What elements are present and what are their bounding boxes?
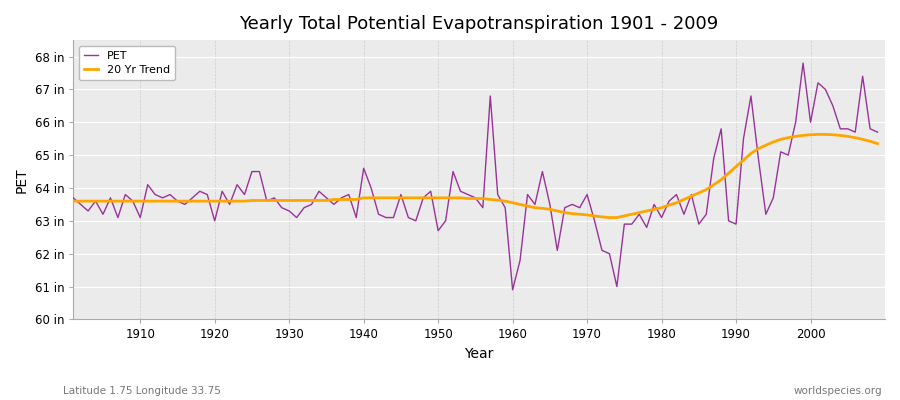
PET xyxy=(797,61,808,66)
20 Yr Trend xyxy=(813,132,824,137)
20 Yr Trend xyxy=(68,199,78,204)
PET xyxy=(292,215,302,220)
PET xyxy=(872,130,883,134)
PET xyxy=(500,205,510,210)
20 Yr Trend xyxy=(604,215,615,220)
Legend: PET, 20 Yr Trend: PET, 20 Yr Trend xyxy=(79,46,176,80)
PET xyxy=(508,288,518,292)
Text: Latitude 1.75 Longitude 33.75: Latitude 1.75 Longitude 33.75 xyxy=(63,386,220,396)
20 Yr Trend xyxy=(597,214,608,219)
PET xyxy=(336,196,346,200)
PET xyxy=(604,251,615,256)
Y-axis label: PET: PET xyxy=(15,167,29,192)
20 Yr Trend xyxy=(500,199,510,204)
Title: Yearly Total Potential Evapotranspiration 1901 - 2009: Yearly Total Potential Evapotranspiratio… xyxy=(239,15,719,33)
PET xyxy=(128,199,139,204)
Line: 20 Yr Trend: 20 Yr Trend xyxy=(73,134,878,218)
20 Yr Trend xyxy=(508,200,518,205)
20 Yr Trend xyxy=(292,198,302,203)
20 Yr Trend xyxy=(872,141,883,146)
Text: worldspecies.org: worldspecies.org xyxy=(794,386,882,396)
20 Yr Trend xyxy=(128,199,139,204)
20 Yr Trend xyxy=(336,197,346,202)
PET xyxy=(515,258,526,263)
X-axis label: Year: Year xyxy=(464,347,494,361)
Line: PET: PET xyxy=(73,63,878,290)
PET xyxy=(68,196,78,200)
